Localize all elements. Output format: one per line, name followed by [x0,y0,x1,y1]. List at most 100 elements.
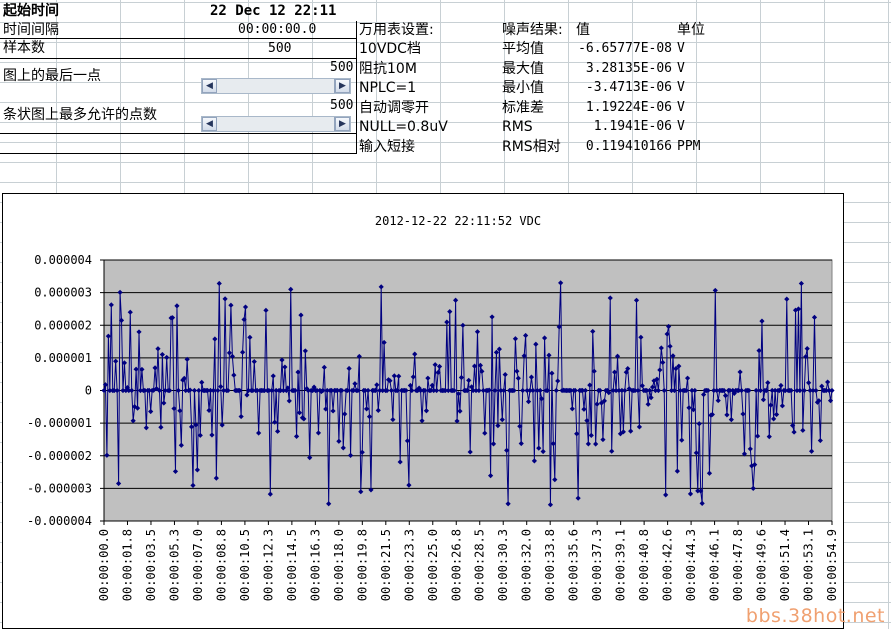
scroll-left-icon[interactable]: ◀ [202,117,217,131]
data-point [715,397,721,404]
x-tick-label: 00:00:12.3 [261,529,275,601]
data-point [406,482,412,488]
max-points-scrollbar[interactable]: ◀ ▶ [201,116,351,132]
setting-item: 自动调零开 [359,99,429,116]
x-tick-label: 00:00:00.0 [97,529,111,601]
noise-stat-value[interactable]: 1.1941E-06 [593,119,672,134]
data-point [738,387,745,394]
noise-stat-value[interactable]: 0.119410166 [585,138,672,154]
data-point [263,307,269,313]
data-point [466,377,472,383]
data-point [127,309,133,315]
data-point [266,387,272,394]
noise-stat-name: 最小值 [502,80,544,96]
data-point [501,387,507,394]
noise-stat-value[interactable]: -6.65777E-08 [578,41,672,56]
data-point [215,387,221,394]
data-point [778,382,784,389]
data-point [660,359,666,366]
data-point [102,382,109,388]
data-point [495,423,501,429]
data-point [218,383,224,390]
data-point [616,387,622,394]
x-tick-label: 00:00:26.8 [449,529,463,601]
x-tick-label: 00:00:53.1 [802,529,816,601]
data-point [683,387,689,394]
data-point [644,387,650,394]
samples-label: 样本数 [3,40,45,56]
scroll-right-icon[interactable]: ▶ [335,79,350,93]
data-point [801,387,807,394]
data-point [687,491,694,497]
data-point [750,485,756,491]
scroll-left-icon[interactable]: ◀ [202,79,217,93]
data-point [527,387,533,394]
data-point [645,401,651,407]
data-point [156,387,163,394]
data-point [366,414,373,420]
interval-value[interactable]: 00:00:00.0 [238,22,317,37]
setting-item: 阻抗10M [359,60,417,77]
noise-header: 噪声结果: [502,22,563,38]
scroll-right-icon[interactable]: ▶ [335,117,350,131]
data-point [167,387,173,394]
data-point [423,408,430,414]
interval-label: 时间间隔 [3,22,59,38]
last-point-scrollbar[interactable]: ◀ ▶ [201,78,351,94]
data-point [807,387,813,394]
data-point [671,387,678,394]
data-point [184,356,190,362]
data-point [536,445,542,451]
data-point [772,387,778,394]
setting-item: NPLC=1 [359,80,417,96]
data-point [124,385,130,391]
data-point [511,387,517,394]
samples-value[interactable]: 500 [268,41,292,56]
data-point [162,387,168,394]
noise-chart[interactable]: 2012-12-22 22:11:52 VDC 0.000004 0.000003 0… [2,193,844,629]
noise-stat-value[interactable]: -3.4713E-06 [585,80,672,95]
data-point [207,387,214,394]
data-point [676,363,682,369]
data-point [663,492,669,498]
noise-unit-header: 单位 [677,22,705,38]
x-tick-label: 00:00:30.3 [496,529,510,601]
noise-stat-name: 标准差 [502,99,544,116]
data-point [753,387,759,394]
last-point-value[interactable]: 500 [330,60,354,75]
data-point [518,440,524,447]
data-point [652,387,659,394]
data-point [817,437,823,444]
noise-stat-unit: V [677,119,685,134]
data-point [813,387,819,394]
data-point [447,309,453,315]
max-points-value[interactable]: 500 [330,98,354,113]
data-point [410,374,416,380]
data-point [425,375,431,381]
x-tick-label: 00:00:23.3 [402,529,416,601]
data-point [422,387,428,394]
data-point [204,387,211,394]
data-point [622,387,628,394]
data-point [273,387,279,394]
x-tick-label: 00:00:05.3 [167,529,181,601]
data-point [296,410,303,416]
data-point [721,387,727,394]
start-time-value[interactable]: 22 Dec 12 22:11 [210,3,337,19]
watermark: bbs.38hot.net [745,605,885,627]
noise-stat-unit: V [677,99,685,115]
data-point [445,387,451,394]
data-point [183,387,189,394]
noise-stat-value[interactable]: 3.28135E-06 [585,60,672,76]
data-point [130,418,136,424]
x-tick-label: 00:00:08.8 [214,529,228,601]
data-point [810,387,816,394]
data-point [451,387,457,394]
noise-stat-value[interactable]: 1.19224E-06 [585,99,672,115]
noise-stat-name: RMS相对 [502,138,561,155]
y-tick-label: -0.000003 [27,481,92,495]
data-point [505,501,511,507]
x-tick-label: 00:00:46.1 [708,529,722,601]
data-point [765,380,771,386]
data-point [194,467,200,473]
